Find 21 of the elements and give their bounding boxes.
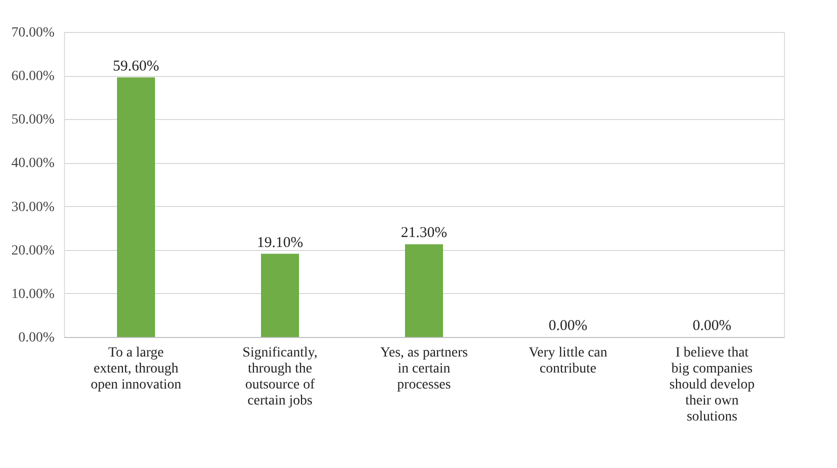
y-tick-label: 10.00% bbox=[11, 286, 55, 302]
y-tick-label: 20.00% bbox=[11, 243, 55, 258]
x-tick-label: Very little can contribute bbox=[528, 346, 608, 376]
x-tick-label: I believe that big companies should develop their own solutions bbox=[669, 346, 755, 424]
data-label: 19.10% bbox=[256, 234, 304, 251]
y-tick-label: 70.00% bbox=[11, 26, 55, 40]
y-tick-label: 50.00% bbox=[11, 112, 55, 128]
y-tick-label: 40.00% bbox=[11, 156, 55, 172]
data-label: 59.60% bbox=[112, 58, 160, 74]
y-tick-label: 0.00% bbox=[18, 330, 55, 346]
x-tick-label: Yes, as partners in certain processes bbox=[380, 346, 468, 392]
bar bbox=[405, 244, 443, 337]
bar bbox=[261, 254, 299, 337]
x-tick-label: To a large extent, through open innovation bbox=[90, 346, 182, 392]
y-tick-label: 30.00% bbox=[11, 200, 55, 215]
data-label: 0.00% bbox=[692, 318, 732, 334]
data-label: 21.30% bbox=[400, 225, 448, 242]
y-tick-label: 60.00% bbox=[11, 69, 55, 84]
x-tick-label: Significantly, through the outsource of certain jobs bbox=[242, 346, 318, 408]
data-label: 0.00% bbox=[548, 318, 588, 334]
bar bbox=[117, 77, 155, 337]
